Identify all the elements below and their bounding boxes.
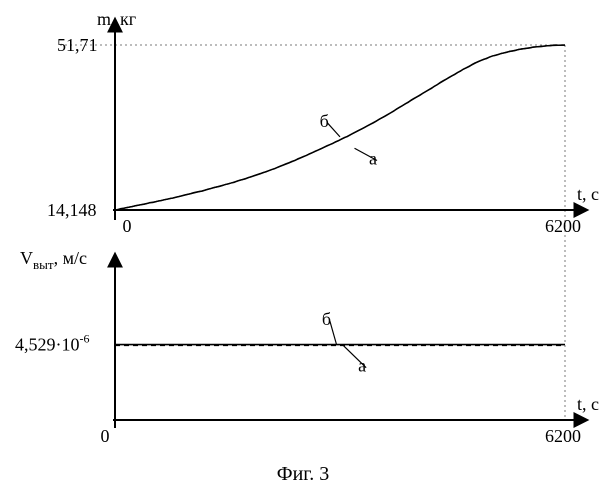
figure-caption: Фиг. 3 — [277, 463, 329, 485]
bottom-x-axis-title: t, с — [577, 394, 599, 414]
top-annotation-label-0: б — [320, 111, 329, 131]
figure-svg: m, кг 51,71 14,148 0 6200 t, с б а Vвыт, м/с 4,5… — [0, 0, 607, 500]
top-y-axis-title: m, кг — [97, 9, 136, 29]
figure-container: m, кг 51,71 14,148 0 6200 t, с б а Vвыт, м/с 4,5… — [0, 0, 607, 500]
top-chart: m, кг 51,71 14,148 0 6200 t, с б а — [47, 9, 599, 420]
bottom-y-axis-title: Vвыт, м/с — [20, 248, 87, 272]
bottom-ytick: 4,529·10-6 — [15, 332, 90, 355]
bottom-xtick-max: 6200 — [545, 426, 581, 446]
bottom-annotation-label-1: а — [358, 356, 366, 376]
top-x-axis-title: t, с — [577, 184, 599, 204]
bottom-chart: Vвыт, м/с 4,529·10-6 0 6200 t, с б а — [15, 248, 599, 446]
top-series-b — [115, 45, 565, 210]
top-series-a — [115, 45, 565, 210]
top-ytick-min: 14,148 — [47, 200, 97, 220]
top-ytick-max: 51,71 — [57, 35, 98, 55]
top-annotation-label-1: а — [369, 149, 377, 169]
top-annotation-leader-0 — [328, 123, 340, 137]
top-xtick-0: 0 — [123, 216, 132, 236]
bottom-xtick-0: 0 — [101, 426, 110, 446]
top-xtick-max: 6200 — [545, 216, 581, 236]
bottom-annotation-label-0: б — [322, 309, 331, 329]
